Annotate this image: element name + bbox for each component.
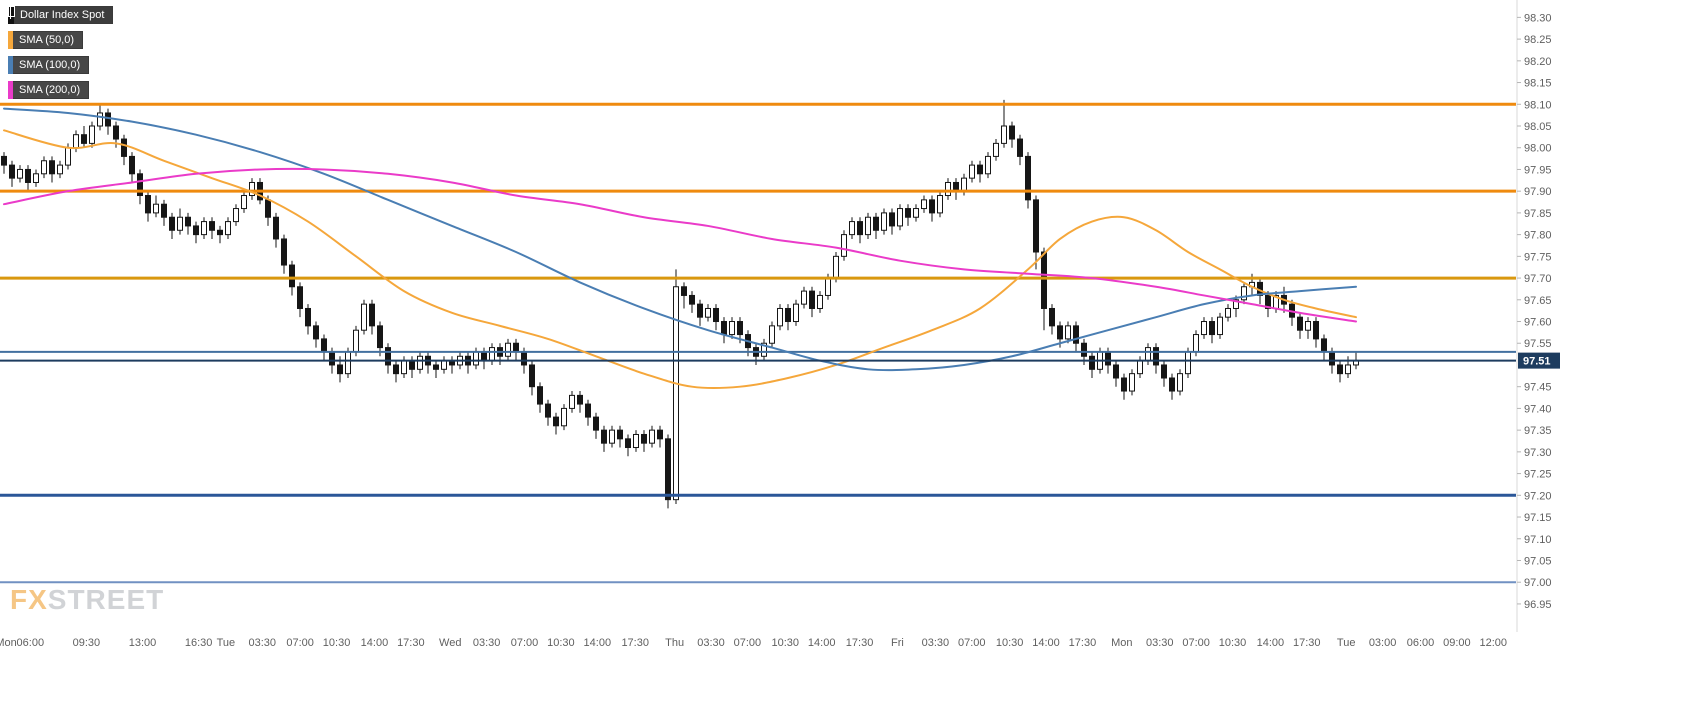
- sma100-color-swatch-icon: [8, 56, 13, 74]
- svg-text:97.45: 97.45: [1524, 382, 1552, 394]
- fxstreet-watermark: FXSTREET: [10, 584, 164, 616]
- svg-text:Wed: Wed: [439, 637, 461, 649]
- svg-text:09:00: 09:00: [1443, 637, 1471, 649]
- sma50-color-swatch-icon: [8, 31, 13, 49]
- legend-label-instrument: Dollar Index Spot: [20, 9, 105, 21]
- svg-text:13:00: 13:00: [129, 637, 157, 649]
- legend-label-sma50: SMA (50,0): [19, 34, 75, 46]
- svg-text:09:30: 09:30: [73, 637, 101, 649]
- svg-text:10:30: 10:30: [547, 637, 575, 649]
- svg-text:17:30: 17:30: [1293, 637, 1321, 649]
- svg-text:97.90: 97.90: [1524, 186, 1552, 198]
- svg-text:07:00: 07:00: [1182, 637, 1210, 649]
- svg-text:17:30: 17:30: [846, 637, 874, 649]
- svg-text:98.05: 98.05: [1524, 121, 1552, 133]
- svg-text:10:30: 10:30: [772, 637, 800, 649]
- legend-item-sma200[interactable]: SMA (200,0): [8, 81, 90, 99]
- svg-text:03:30: 03:30: [1146, 637, 1174, 649]
- svg-text:97.05: 97.05: [1524, 555, 1552, 567]
- svg-text:Thu: Thu: [665, 637, 684, 649]
- candlestick-icon: [8, 4, 15, 24]
- svg-text:97.25: 97.25: [1524, 469, 1552, 481]
- chart-legend: Dollar Index Spot SMA (50,0) SMA (100,0)…: [8, 4, 114, 99]
- legend-item-instrument[interactable]: Dollar Index Spot: [8, 4, 114, 24]
- svg-text:97.00: 97.00: [1524, 577, 1552, 589]
- svg-text:97.85: 97.85: [1524, 208, 1552, 220]
- svg-text:14:00: 14:00: [361, 637, 389, 649]
- watermark-street: STREET: [47, 584, 165, 615]
- svg-text:97.40: 97.40: [1524, 403, 1552, 415]
- svg-text:10:30: 10:30: [1219, 637, 1247, 649]
- svg-text:03:30: 03:30: [922, 637, 950, 649]
- svg-text:03:00: 03:00: [1369, 637, 1397, 649]
- svg-text:14:00: 14:00: [808, 637, 836, 649]
- svg-text:97.55: 97.55: [1524, 338, 1552, 350]
- svg-text:97.65: 97.65: [1524, 295, 1552, 307]
- svg-text:14:00: 14:00: [1032, 637, 1060, 649]
- svg-text:17:30: 17:30: [621, 637, 649, 649]
- sma200-color-swatch-icon: [8, 81, 13, 99]
- svg-text:10:30: 10:30: [996, 637, 1024, 649]
- svg-text:14:00: 14:00: [1257, 637, 1285, 649]
- svg-text:97.10: 97.10: [1524, 534, 1552, 546]
- svg-text:98.30: 98.30: [1524, 12, 1552, 24]
- svg-text:16:30: 16:30: [185, 637, 213, 649]
- svg-text:97.70: 97.70: [1524, 273, 1552, 285]
- svg-text:12:00: 12:00: [1479, 637, 1507, 649]
- svg-text:10:30: 10:30: [323, 637, 351, 649]
- svg-text:Fri: Fri: [891, 637, 904, 649]
- svg-text:Tue: Tue: [217, 637, 236, 649]
- svg-text:03:30: 03:30: [473, 637, 501, 649]
- svg-text:17:30: 17:30: [397, 637, 425, 649]
- svg-text:Mon: Mon: [1111, 637, 1132, 649]
- svg-text:97.60: 97.60: [1524, 317, 1552, 329]
- svg-text:03:30: 03:30: [697, 637, 725, 649]
- svg-text:98.15: 98.15: [1524, 78, 1552, 90]
- legend-label-sma100: SMA (100,0): [19, 59, 81, 71]
- svg-text:97.80: 97.80: [1524, 230, 1552, 242]
- svg-text:Tue: Tue: [1337, 637, 1356, 649]
- svg-text:97.75: 97.75: [1524, 251, 1552, 263]
- svg-text:06:00: 06:00: [1407, 637, 1435, 649]
- svg-text:07:00: 07:00: [734, 637, 762, 649]
- svg-text:97.35: 97.35: [1524, 425, 1552, 437]
- svg-text:03:30: 03:30: [249, 637, 277, 649]
- legend-item-sma100[interactable]: SMA (100,0): [8, 56, 90, 74]
- svg-text:14:00: 14:00: [584, 637, 612, 649]
- svg-text:97.15: 97.15: [1524, 512, 1552, 524]
- svg-text:96.95: 96.95: [1524, 599, 1552, 611]
- svg-text:98.00: 98.00: [1524, 143, 1552, 155]
- svg-text:Mon: Mon: [0, 637, 17, 649]
- svg-text:98.20: 98.20: [1524, 56, 1552, 68]
- svg-text:97.30: 97.30: [1524, 447, 1552, 459]
- svg-text:07:00: 07:00: [286, 637, 314, 649]
- svg-text:98.10: 98.10: [1524, 99, 1552, 111]
- svg-text:97.51: 97.51: [1523, 356, 1551, 368]
- svg-text:98.25: 98.25: [1524, 34, 1552, 46]
- svg-text:07:00: 07:00: [958, 637, 986, 649]
- svg-text:06:00: 06:00: [17, 637, 45, 649]
- svg-text:07:00: 07:00: [511, 637, 539, 649]
- svg-text:17:30: 17:30: [1069, 637, 1097, 649]
- legend-label-sma200: SMA (200,0): [19, 84, 81, 96]
- svg-text:97.20: 97.20: [1524, 490, 1552, 502]
- watermark-fx: FX: [10, 584, 48, 615]
- legend-item-sma50[interactable]: SMA (50,0): [8, 31, 84, 49]
- svg-text:97.95: 97.95: [1524, 164, 1552, 176]
